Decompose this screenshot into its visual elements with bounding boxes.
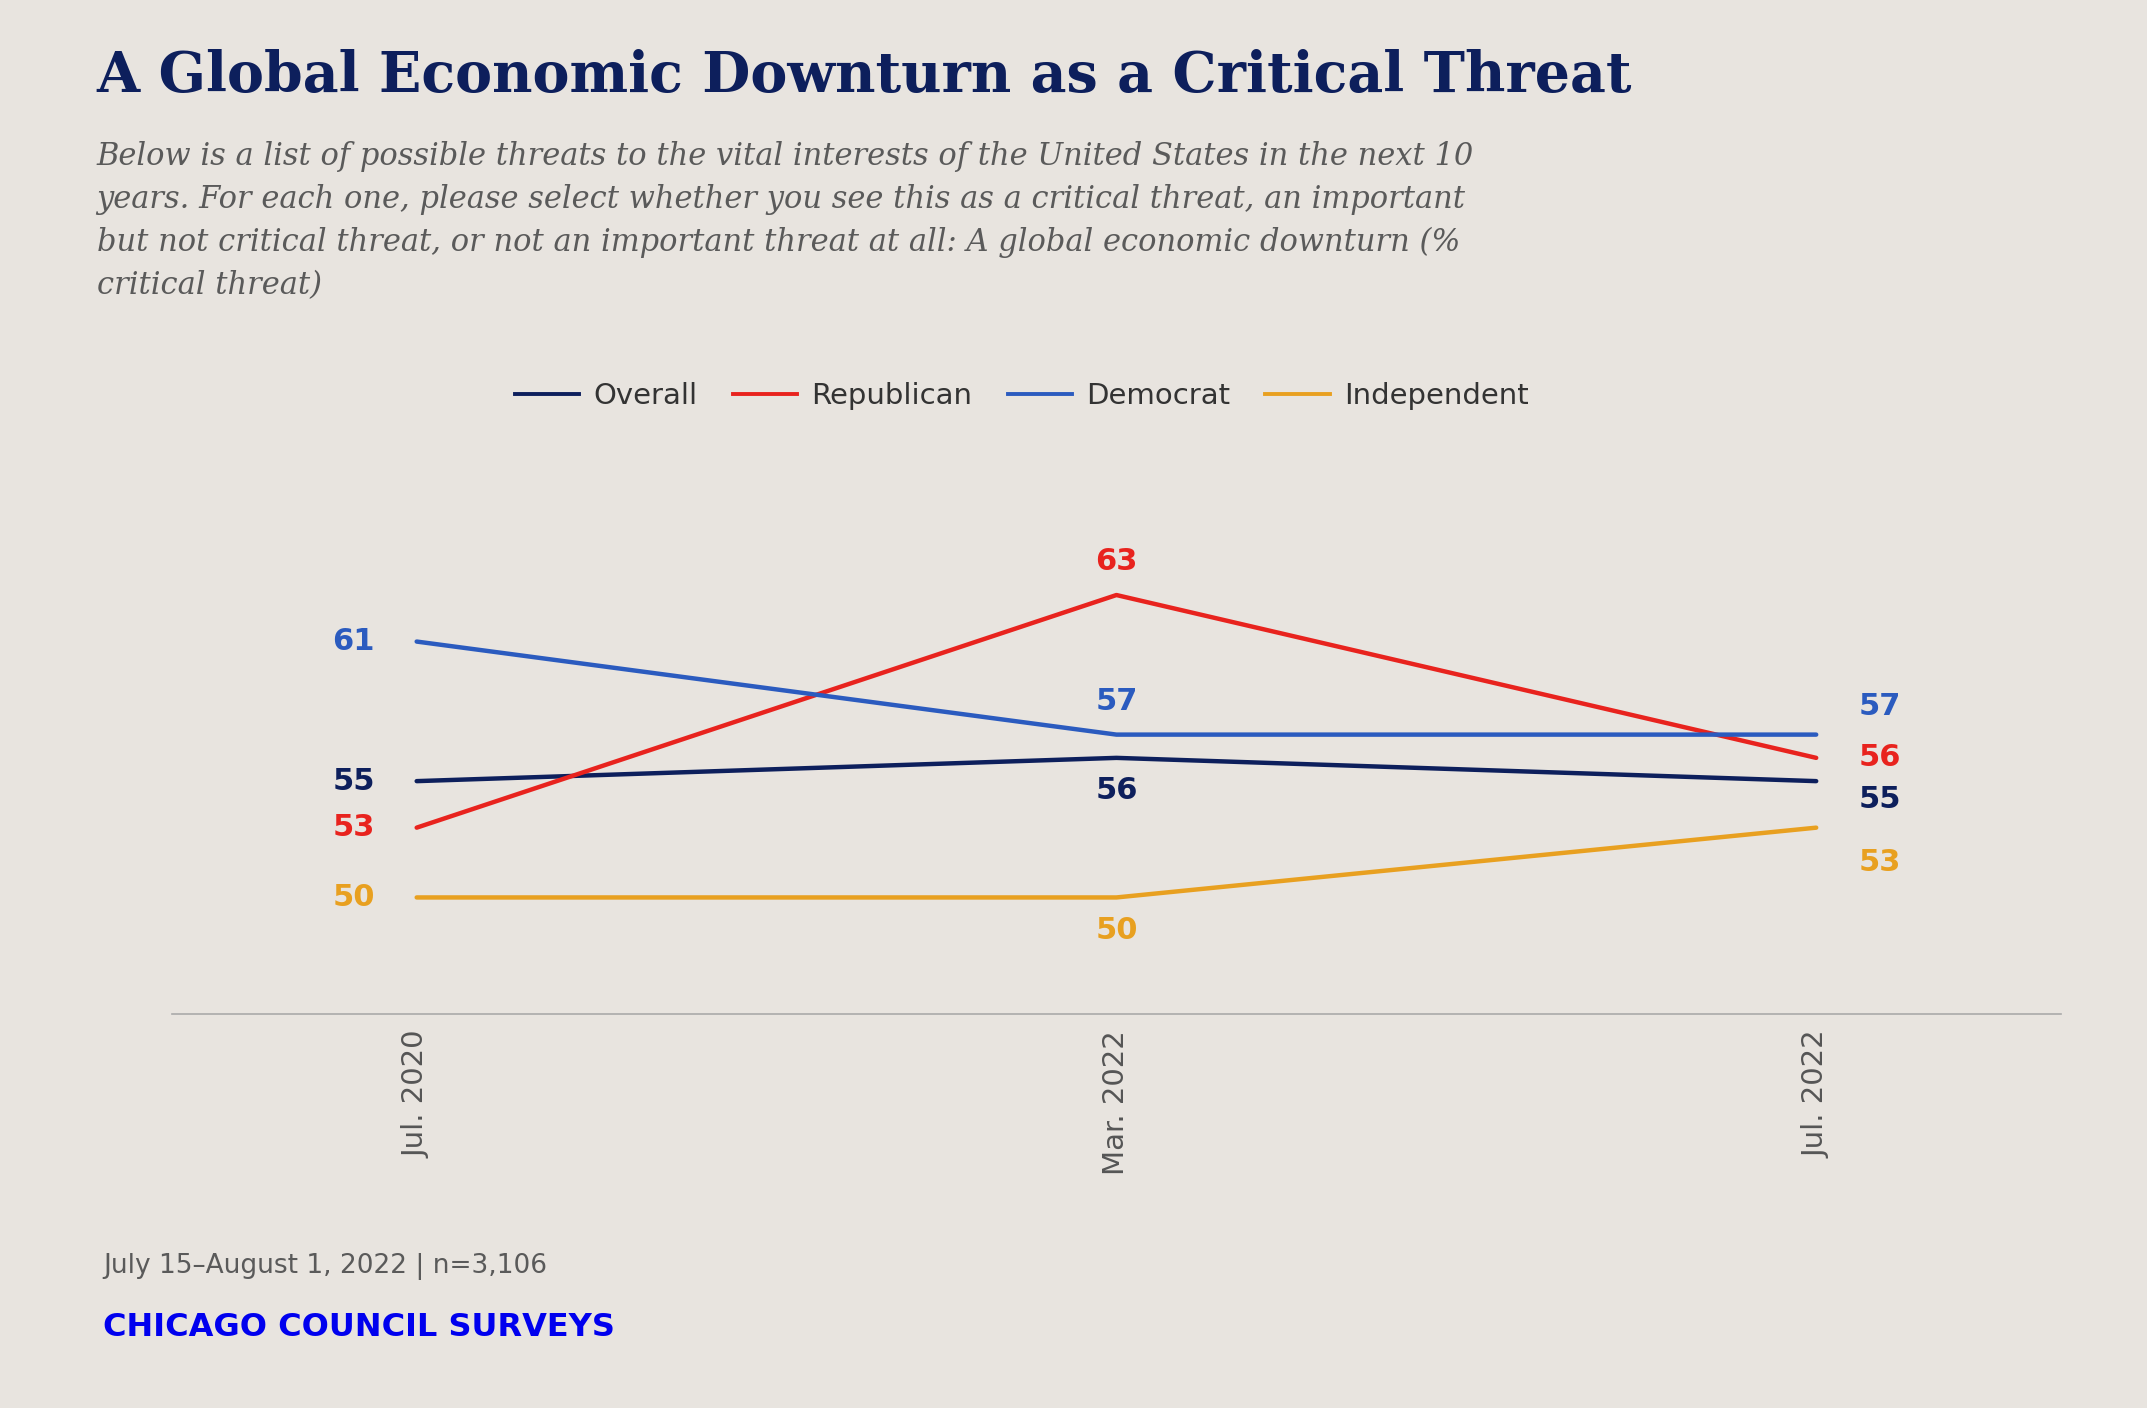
Text: July 15–August 1, 2022 | n=3,106: July 15–August 1, 2022 | n=3,106 xyxy=(103,1253,547,1280)
Text: 63: 63 xyxy=(1095,548,1138,576)
Text: Below is a list of possible threats to the vital interests of the United States : Below is a list of possible threats to t… xyxy=(97,141,1473,301)
Text: 50: 50 xyxy=(333,883,376,912)
Text: 56: 56 xyxy=(1857,743,1900,773)
Text: 57: 57 xyxy=(1857,693,1900,721)
Text: 55: 55 xyxy=(333,766,376,796)
Text: 53: 53 xyxy=(1857,848,1900,877)
Text: 55: 55 xyxy=(1857,786,1900,814)
Text: CHICAGO COUNCIL SURVEYS: CHICAGO COUNCIL SURVEYS xyxy=(103,1312,614,1343)
Text: 53: 53 xyxy=(333,814,376,842)
Text: 50: 50 xyxy=(1095,917,1138,945)
Text: 61: 61 xyxy=(333,627,376,656)
Text: A Global Economic Downturn as a Critical Threat: A Global Economic Downturn as a Critical… xyxy=(97,49,1632,104)
Legend: Overall, Republican, Democrat, Independent: Overall, Republican, Democrat, Independe… xyxy=(502,370,1542,421)
Text: 56: 56 xyxy=(1095,776,1138,805)
Text: 57: 57 xyxy=(1095,687,1138,717)
